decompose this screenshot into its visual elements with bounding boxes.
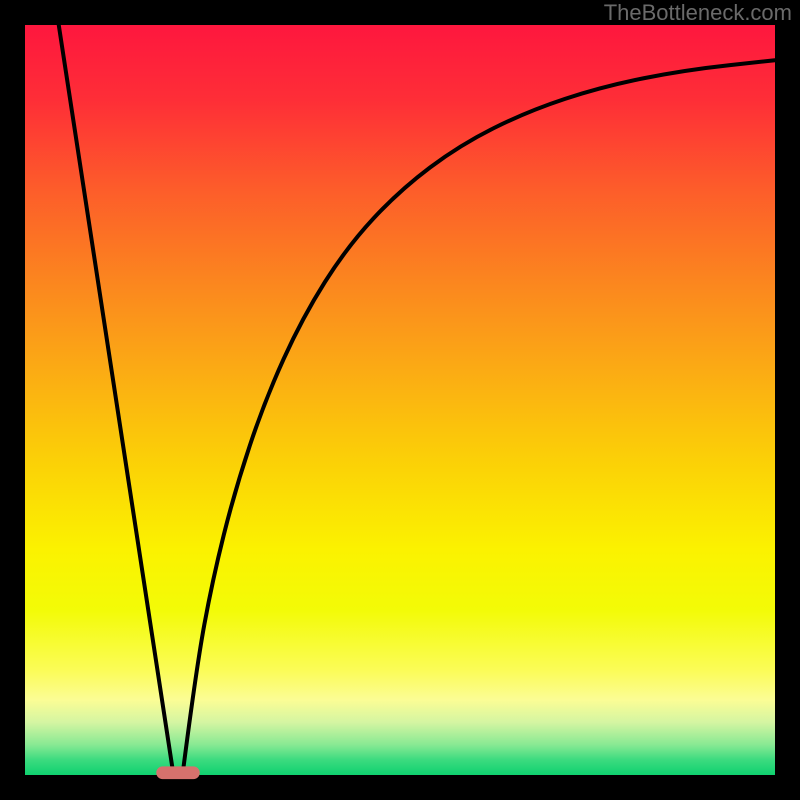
- bottleneck-chart: [0, 0, 800, 800]
- optimum-marker: [156, 766, 200, 779]
- chart-plot-area: [25, 25, 775, 775]
- chart-container: TheBottleneck.com: [0, 0, 800, 800]
- watermark-text: TheBottleneck.com: [604, 0, 792, 26]
